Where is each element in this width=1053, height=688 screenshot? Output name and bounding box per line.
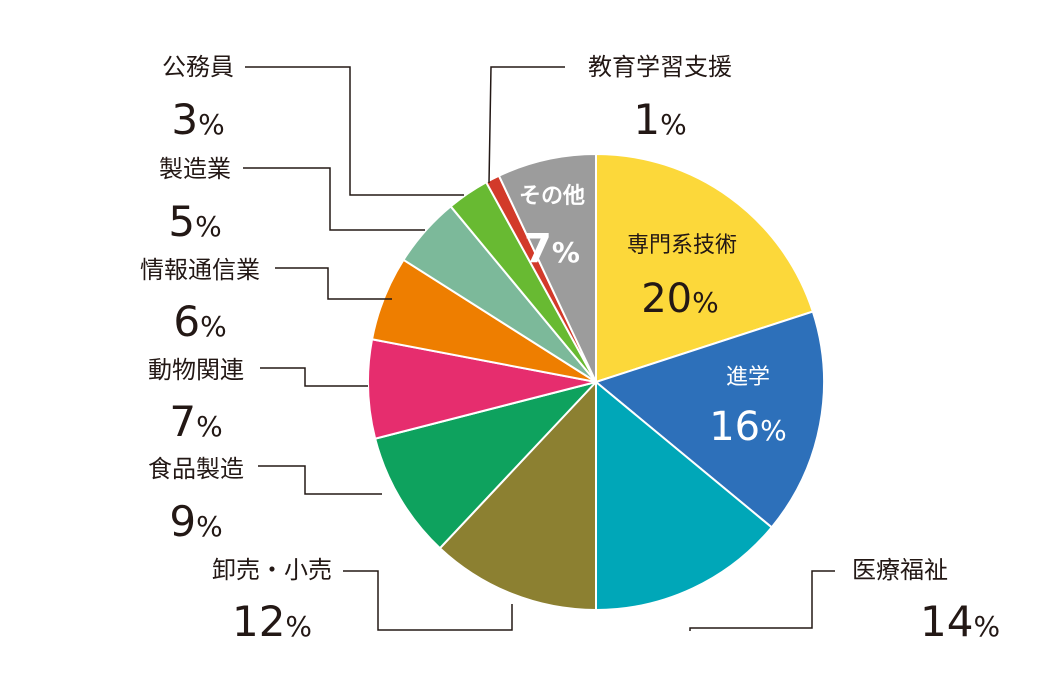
- leader-line-4: [258, 465, 382, 495]
- leader-line-5: [260, 367, 368, 387]
- leader-line-9: [488, 66, 565, 184]
- slice-value-7: 5%: [168, 197, 221, 246]
- leader-line-8: [245, 66, 464, 196]
- slice-label-9: 教育学習支援: [588, 53, 732, 81]
- slice-value-10: 7%: [524, 226, 580, 272]
- slice-value-8: 3%: [171, 95, 224, 144]
- pie-slices: [367, 152, 825, 612]
- pie-slice-2: [595, 379, 774, 612]
- slice-label-4: 食品製造: [148, 455, 244, 483]
- slice-value-4: 9%: [169, 497, 222, 546]
- leader-line-6: [275, 267, 392, 300]
- slice-value-5: 7%: [169, 397, 222, 446]
- slice-value-0: 20%: [641, 276, 719, 322]
- slice-value-9: 1%: [633, 95, 686, 144]
- slice-label-8: 公務員: [162, 53, 234, 81]
- slice-value-1: 16%: [709, 404, 787, 450]
- slice-label-6: 情報通信業: [140, 256, 260, 284]
- leader-line-2: [689, 570, 835, 631]
- slice-value-6: 6%: [173, 297, 226, 346]
- slice-label-10: その他: [519, 184, 585, 209]
- slice-label-1: 進学: [726, 365, 770, 390]
- pie-slice-1: [593, 310, 825, 529]
- slice-value-2: 14%: [920, 597, 1000, 646]
- slice-label-2: 医療福祉: [852, 556, 948, 584]
- slice-label-3: 卸売・小売: [212, 556, 332, 584]
- slice-label-7: 製造業: [159, 155, 231, 183]
- leader-line-3: [343, 570, 513, 631]
- slice-value-3: 12%: [232, 597, 312, 646]
- pie-slice-3: [438, 379, 597, 612]
- leader-line-7: [243, 167, 425, 231]
- pie-slice-4: [373, 380, 600, 550]
- leader-lines: [243, 66, 835, 631]
- pie-slice-0: [595, 152, 815, 384]
- slice-label-0: 専門系技術: [627, 233, 737, 258]
- slice-labels: 専門系技術 20% 進学 16% 医療福祉 14% 卸売・小売 12% 食品製造 9% 動物関連 7%…: [140, 53, 1000, 646]
- slice-label-5: 動物関連: [148, 356, 244, 384]
- pie-slice-10: [497, 152, 597, 383]
